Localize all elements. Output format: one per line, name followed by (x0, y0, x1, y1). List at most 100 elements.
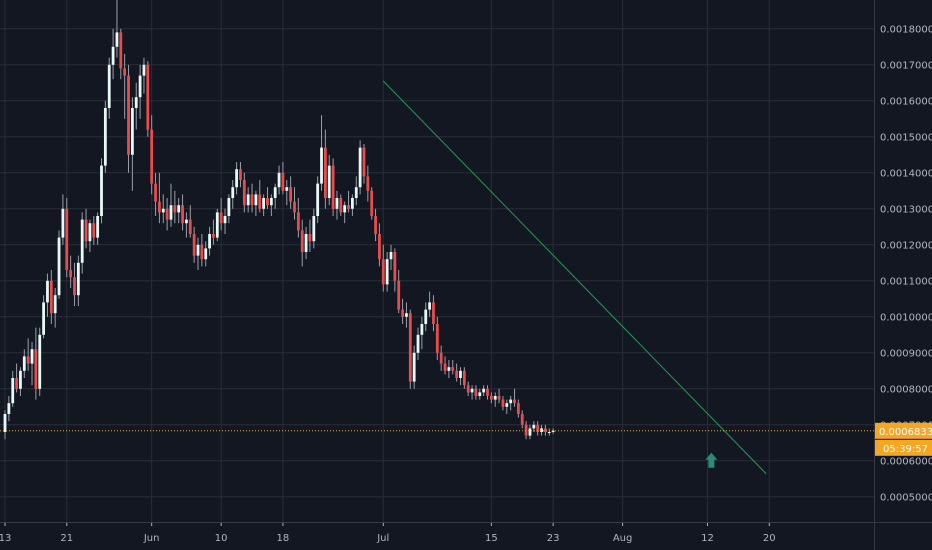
candle-body (42, 302, 45, 335)
candle-body (188, 219, 192, 234)
candle (354, 176, 358, 206)
candle-body (146, 64, 150, 130)
x-tick-label: 18 (277, 533, 290, 544)
candle (262, 194, 266, 216)
candle-body (103, 108, 107, 166)
candle (378, 223, 381, 267)
candle (486, 385, 489, 400)
candle-body (385, 259, 389, 285)
candle-body (30, 349, 34, 364)
candle-body (69, 270, 73, 278)
candle (323, 129, 327, 209)
candle (547, 428, 551, 436)
y-tick-label: 0.0008000 (880, 384, 932, 395)
candle-body (158, 201, 161, 213)
candle-body (304, 234, 308, 252)
candle (366, 165, 370, 202)
candle-body (173, 205, 177, 213)
candle-body (412, 352, 416, 382)
candle (154, 172, 157, 216)
candle (335, 190, 339, 220)
candle (370, 187, 374, 220)
candle-body (38, 334, 42, 389)
candle (53, 288, 57, 328)
candle (49, 270, 53, 324)
candle (138, 64, 142, 119)
candle (281, 162, 285, 195)
candle (208, 226, 211, 256)
candle-body (285, 187, 289, 191)
y-tick-label: 0.0009000 (880, 348, 932, 359)
candle-body (212, 234, 215, 238)
candle (111, 28, 115, 80)
candle-body (408, 313, 412, 382)
candle (401, 298, 404, 324)
candle (146, 61, 150, 137)
candle (11, 370, 15, 407)
candle (296, 198, 300, 238)
candle (107, 57, 111, 119)
candle (381, 244, 385, 292)
candle-body (497, 396, 501, 400)
candle-body (76, 262, 80, 296)
candle-body (536, 424, 540, 432)
candle-body (266, 198, 269, 206)
candle-body (474, 388, 478, 396)
candle-body (312, 216, 316, 242)
candle-body (61, 208, 65, 238)
candle-body (505, 403, 509, 407)
last-price-tag (875, 422, 932, 439)
y-tick-label: 0.0017000 (880, 60, 932, 71)
x-tick-label: 23 (547, 533, 560, 544)
candle (435, 316, 439, 360)
candle-body (493, 396, 497, 400)
candle (551, 428, 555, 434)
candle-body (459, 370, 462, 378)
candle-body (401, 309, 404, 317)
candle-body (3, 414, 7, 432)
candle (509, 396, 513, 411)
candle (424, 302, 428, 332)
candle (134, 82, 138, 130)
candle-body (92, 223, 96, 238)
countdown-tag (875, 439, 932, 456)
candle-body (100, 165, 103, 216)
candle-body (107, 64, 111, 108)
x-tick-label: Jul (376, 533, 389, 544)
y-tick-label: 0.0015000 (880, 132, 932, 143)
x-tick-label: 15 (485, 533, 498, 544)
candle (528, 424, 532, 440)
candle-body (370, 190, 374, 216)
candle (215, 208, 219, 242)
candle (351, 194, 354, 216)
candle-body (424, 309, 428, 324)
candle (285, 180, 289, 206)
candle (196, 237, 200, 270)
candle-body (49, 280, 53, 314)
candle-body (119, 32, 123, 69)
candle (185, 212, 188, 238)
candle-body (246, 194, 250, 206)
candle-body (378, 234, 381, 260)
candle (181, 194, 184, 231)
candle-body (551, 430, 555, 432)
candle-body (308, 234, 312, 242)
candle (439, 345, 443, 371)
candle (273, 183, 277, 209)
candle (331, 158, 335, 216)
candle-body (88, 223, 92, 242)
candle-body (443, 363, 447, 371)
candle (408, 309, 412, 389)
candle (520, 410, 524, 429)
candle-body (520, 414, 524, 425)
candle (26, 338, 30, 371)
candle (269, 194, 273, 216)
candle-body (215, 212, 219, 238)
candle-body (343, 205, 347, 213)
last-price-label: 0.0006833 (879, 427, 932, 438)
candle (300, 219, 304, 267)
candle (451, 360, 455, 375)
x-tick-label: Jun (143, 533, 160, 544)
candle-body (11, 378, 15, 404)
